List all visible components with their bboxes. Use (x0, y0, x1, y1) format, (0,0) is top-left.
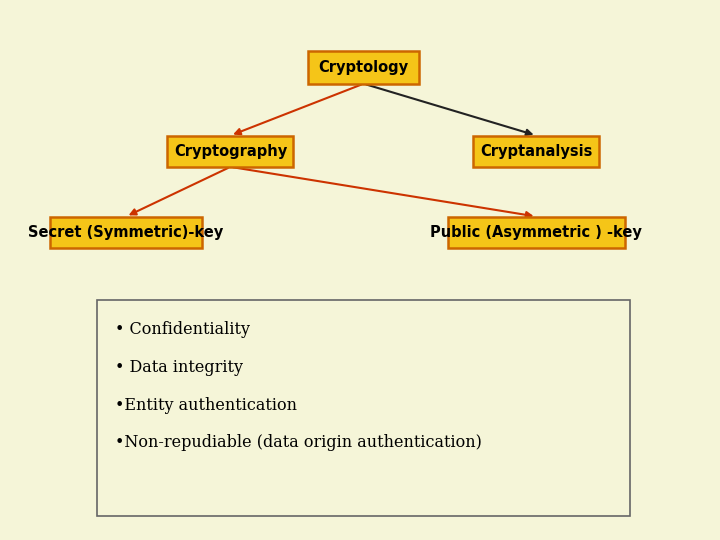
Text: Public (Asymmetric ) -key: Public (Asymmetric ) -key (431, 225, 642, 240)
Text: Secret (Symmetric)-key: Secret (Symmetric)-key (28, 225, 224, 240)
Text: •Non-repudiable (data origin authentication): •Non-repudiable (data origin authenticat… (115, 434, 482, 451)
FancyBboxPatch shape (308, 51, 419, 84)
FancyBboxPatch shape (474, 136, 599, 167)
Text: Cryptology: Cryptology (318, 60, 409, 75)
FancyBboxPatch shape (97, 300, 630, 516)
Text: • Data integrity: • Data integrity (115, 359, 243, 376)
Text: Cryptanalysis: Cryptanalysis (480, 144, 593, 159)
Text: • Confidentiality: • Confidentiality (115, 321, 251, 338)
FancyBboxPatch shape (167, 136, 294, 167)
Text: Cryptography: Cryptography (174, 144, 287, 159)
FancyBboxPatch shape (50, 217, 202, 248)
Text: •Entity authentication: •Entity authentication (115, 396, 297, 414)
FancyBboxPatch shape (448, 217, 625, 248)
